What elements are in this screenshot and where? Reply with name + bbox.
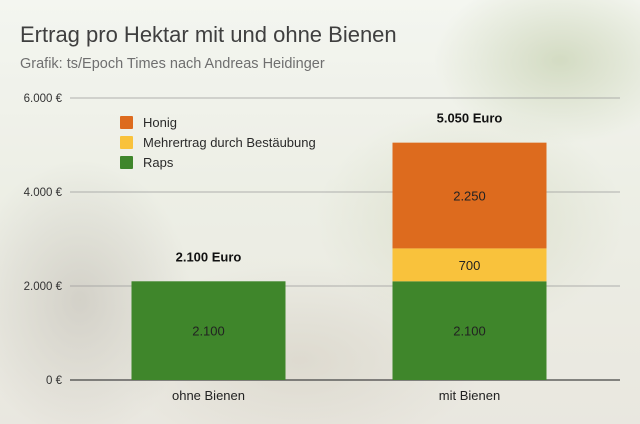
y-tick-label: 0 € xyxy=(46,375,63,387)
bar-segment xyxy=(392,248,547,282)
bar-segment xyxy=(131,281,286,380)
data-label: 2.250 xyxy=(453,189,486,204)
chart-legend: Honig Mehrertrag durch Bestäubung Raps xyxy=(120,112,316,172)
y-tick-label: 4.000 € xyxy=(24,187,63,199)
x-tick-label: mit Bienen xyxy=(439,388,500,403)
legend-swatch xyxy=(120,115,133,129)
chart-subtitle: Grafik: ts/Epoch Times nach Andreas Heid… xyxy=(20,56,325,72)
bar-segment xyxy=(392,281,547,380)
legend-swatch xyxy=(120,155,133,169)
chart-title: Ertrag pro Hektar mit und ohne Bienen xyxy=(20,22,397,47)
legend-item: Mehrertrag durch Bestäubung xyxy=(120,132,316,152)
legend-item: Raps xyxy=(120,152,316,172)
legend-label: Raps xyxy=(143,154,174,170)
data-label: 700 xyxy=(459,258,481,273)
total-label: 2.100 Euro xyxy=(176,249,242,264)
legend-label: Honig xyxy=(143,114,177,130)
legend-swatch xyxy=(120,135,133,149)
bar-segment xyxy=(392,142,547,249)
x-tick-label: ohne Bienen xyxy=(172,388,245,403)
data-label: 2.100 xyxy=(453,324,486,339)
total-label: 5.050 Euro xyxy=(437,111,503,126)
legend-label: Mehrertrag durch Bestäubung xyxy=(143,134,316,150)
legend-item: Honig xyxy=(120,112,316,132)
data-label: 2.100 xyxy=(192,324,225,339)
y-tick-label: 2.000 € xyxy=(24,281,63,293)
y-tick-label: 6.000 € xyxy=(24,93,63,105)
